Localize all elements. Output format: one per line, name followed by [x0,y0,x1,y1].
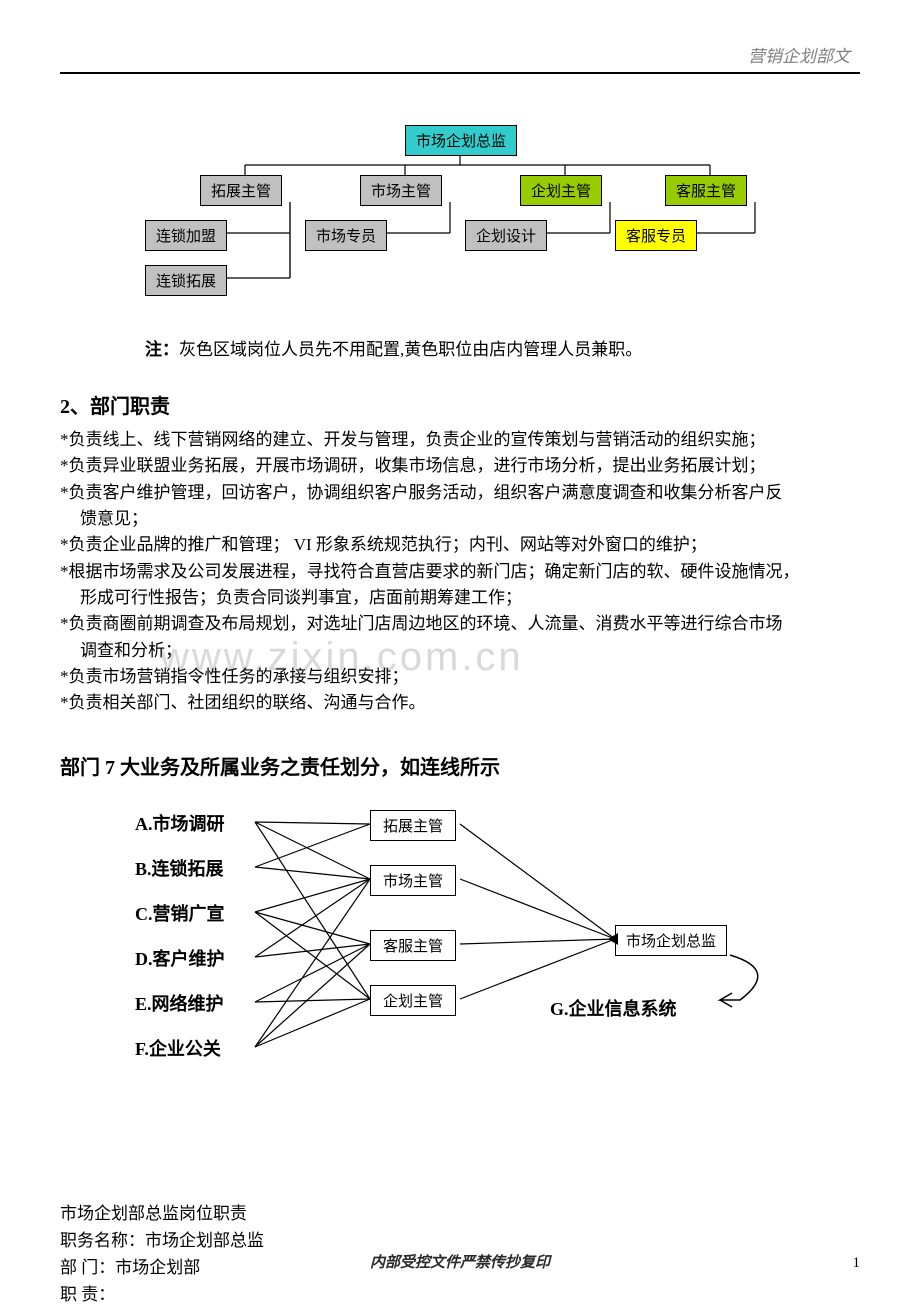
org-sub-box-1: 市场专员 [305,220,387,251]
biz-mid-2: 客服主管 [370,930,456,961]
page-content: 市场企划总监拓展主管市场主管企划主管客服主管连锁加盟市场专员企划设计客服专员连锁… [60,100,860,1309]
biz-right-label: G.企业信息系统 [550,995,677,1021]
biz-left-5: F.企业公关 [135,1035,221,1061]
section2-body: *负责线上、线下营销网络的建立、开发与管理，负责企业的宣传策划与营销活动的组织实… [60,427,860,717]
responsibility-line: 馈意见； [60,506,860,532]
responsibility-line: 形成可行性报告；负责合同谈判事宜，店面前期筹建工作； [60,585,860,611]
responsibility-line: *负责企业品牌的推广和管理； VI 形象系统规范执行；内刊、网站等对外窗口的维护… [60,532,860,558]
org-manager-box-3: 客服主管 [665,175,747,206]
biz-mid-0: 拓展主管 [370,810,456,841]
org-manager-box-0: 拓展主管 [200,175,282,206]
biz-diagram: A.市场调研 B.连锁拓展 C.营销广宣 D.客户维护 E.网络维护 F.企业公关 拓展主管… [60,805,860,1125]
biz-left-1: B.连锁拓展 [135,855,224,881]
note-prefix: 注： [145,340,179,359]
responsibility-line: *负责异业联盟业务拓展，开展市场调研，收集市场信息，进行市场分析，提出业务拓展计… [60,453,860,479]
biz-mid-3: 企划主管 [370,985,456,1016]
biz-mid-1: 市场主管 [370,865,456,896]
job-resp-label: 职 责： [60,1281,860,1308]
biz-right-box: 市场企划总监 [615,925,727,956]
responsibility-line: *负责线上、线下营销网络的建立、开发与管理，负责企业的宣传策划与营销活动的组织实… [60,427,860,453]
org-manager-box-2: 企划主管 [520,175,602,206]
header-divider [60,72,860,74]
responsibility-line: 调查和分析； [60,638,860,664]
org-chart: 市场企划总监拓展主管 市场主管 企划主管 客服主管连锁加盟 市场专员 企划设计 客服专员连锁… [60,120,860,320]
section2-heading: 2、部门职责 [60,390,860,419]
biz-heading: 部门 7 大业务及所属业务之责任划分，如连线所示 [60,751,860,780]
biz-left-3: D.客户维护 [135,945,225,971]
org-sub-box-0: 连锁加盟 [145,220,227,251]
org-sub-box-2: 企划设计 [465,220,547,251]
job-dept-value: 市场企划部 [115,1258,200,1277]
org-top-box: 市场企划总监 [405,125,517,156]
job-title: 市场企划部总监岗位职责 [60,1200,860,1227]
responsibility-line: *负责相关部门、社团组织的联络、沟通与合作。 [60,690,860,716]
org-manager-box-1: 市场主管 [360,175,442,206]
responsibility-line: *根据市场需求及公司发展进程，寻找符合直营店要求的新门店；确定新门店的软、硬件设… [60,559,860,585]
org-sub-box-4: 连锁拓展 [145,265,227,296]
responsibility-line: *负责市场营销指令性任务的承接与组织安排； [60,664,860,690]
job-role-value: 市场企划部总监 [145,1231,264,1250]
job-block: 市场企划部总监岗位职责 职务名称：市场企划部总监 部 门：市场企划部 职 责： [60,1200,860,1309]
biz-left-4: E.网络维护 [135,990,224,1016]
biz-left-0: A.市场调研 [135,810,225,836]
org-note: 注：灰色区域岗位人员先不用配置,黄色职位由店内管理人员兼职。 [145,335,860,360]
org-sub-box-3: 客服专员 [615,220,697,251]
note-text: 灰色区域岗位人员先不用配置,黄色职位由店内管理人员兼职。 [179,340,642,359]
responsibility-line: *负责商圈前期调查及布局规划，对选址门店周边地区的环境、人流量、消费水平等进行综… [60,611,860,637]
job-role-label: 职务名称： [60,1231,145,1250]
job-dept-label: 部 门： [60,1258,115,1277]
header-right-text: 营销企划部文 [748,42,850,67]
responsibility-line: *负责客户维护管理，回访客户，协调组织客户服务活动，组织客户满意度调查和收集分析… [60,480,860,506]
biz-left-2: C.营销广宣 [135,900,225,926]
